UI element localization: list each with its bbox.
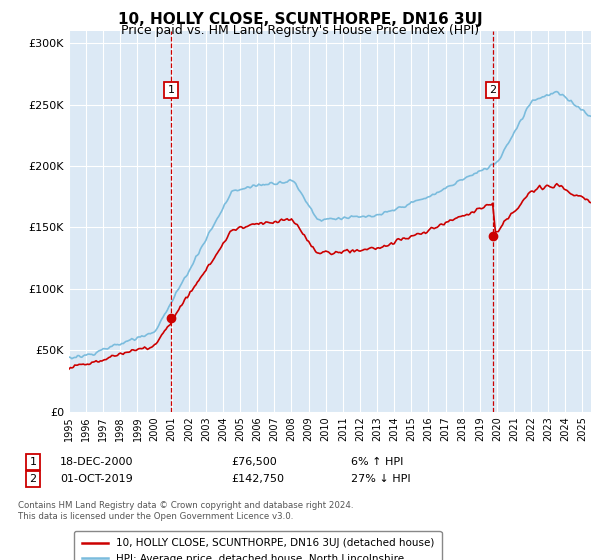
Text: Price paid vs. HM Land Registry's House Price Index (HPI): Price paid vs. HM Land Registry's House … bbox=[121, 24, 479, 36]
Text: £76,500: £76,500 bbox=[231, 457, 277, 467]
Text: Contains HM Land Registry data © Crown copyright and database right 2024.
This d: Contains HM Land Registry data © Crown c… bbox=[18, 501, 353, 521]
Text: 1: 1 bbox=[29, 457, 37, 467]
Text: 10, HOLLY CLOSE, SCUNTHORPE, DN16 3UJ: 10, HOLLY CLOSE, SCUNTHORPE, DN16 3UJ bbox=[118, 12, 482, 27]
Text: 6% ↑ HPI: 6% ↑ HPI bbox=[351, 457, 403, 467]
Text: 2: 2 bbox=[489, 85, 496, 95]
Text: 27% ↓ HPI: 27% ↓ HPI bbox=[351, 474, 410, 484]
Legend: 10, HOLLY CLOSE, SCUNTHORPE, DN16 3UJ (detached house), HPI: Average price, deta: 10, HOLLY CLOSE, SCUNTHORPE, DN16 3UJ (d… bbox=[74, 531, 442, 560]
Text: 2: 2 bbox=[29, 474, 37, 484]
Text: 01-OCT-2019: 01-OCT-2019 bbox=[60, 474, 133, 484]
Text: 1: 1 bbox=[167, 85, 175, 95]
Text: 18-DEC-2000: 18-DEC-2000 bbox=[60, 457, 133, 467]
Text: £142,750: £142,750 bbox=[231, 474, 284, 484]
